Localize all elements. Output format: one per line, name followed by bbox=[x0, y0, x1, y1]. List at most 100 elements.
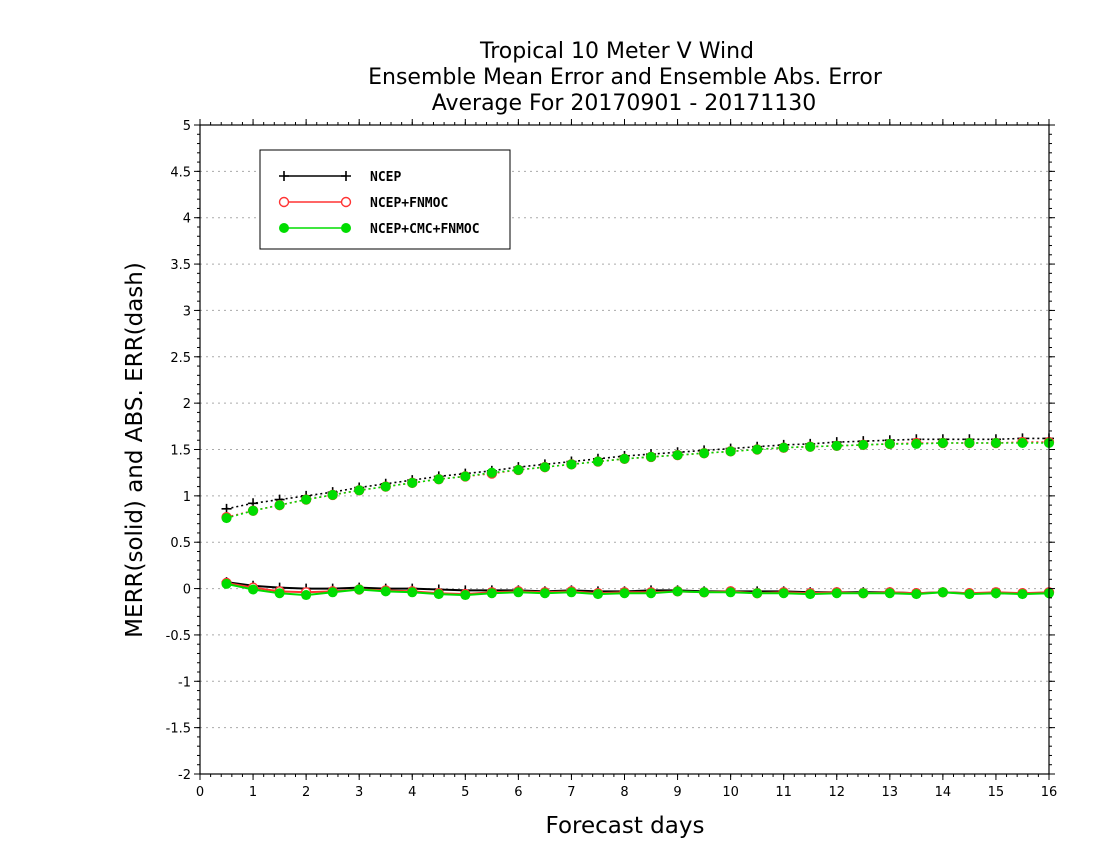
y-axis-ticks: 5 4.5 4 3.5 3 2.5 2 1.5 1 0.5 0 -0.5 -1 -1.5 -2 bbox=[166, 119, 1055, 783]
data-point-ncep-cmc-fnmoc-abs_err-22 bbox=[805, 441, 816, 452]
data-point-ncep-cmc-fnmoc-merr-20 bbox=[752, 588, 763, 599]
y-tick-label-1: 4.5 bbox=[170, 165, 191, 180]
x-tick-label-8: 8 bbox=[620, 785, 628, 800]
x-tick-label-15: 15 bbox=[988, 785, 1005, 800]
data-point-ncep-cmc-fnmoc-abs_err-14 bbox=[592, 456, 603, 467]
y-tick-label-9: 0.5 bbox=[170, 536, 191, 551]
data-point-ncep-cmc-fnmoc-abs_err-24 bbox=[858, 439, 869, 450]
data-point-ncep-cmc-fnmoc-merr-22 bbox=[805, 589, 816, 600]
data-point-ncep-cmc-fnmoc-abs_err-13 bbox=[566, 459, 577, 470]
data-point-ncep-cmc-fnmoc-abs_err-12 bbox=[539, 462, 550, 473]
x-tick-label-13: 13 bbox=[882, 785, 899, 800]
y-tick-label-10: 0 bbox=[183, 583, 191, 598]
x-tick-label-10: 10 bbox=[722, 785, 739, 800]
data-point-ncep-cmc-fnmoc-merr-4 bbox=[327, 587, 338, 598]
legend-marker-ncep-a bbox=[279, 171, 289, 181]
series-ncep-cmc-fnmoc-merr bbox=[221, 578, 1054, 601]
data-point-ncep-cmc-fnmoc-abs_err-25 bbox=[884, 438, 895, 449]
legend-marker-ncep-cmc-fnmoc-a bbox=[279, 223, 289, 233]
data-point-ncep-cmc-fnmoc-abs_err-17 bbox=[672, 450, 683, 461]
data-point-ncep-cmc-fnmoc-merr-3 bbox=[301, 590, 312, 601]
data-point-ncep-cmc-fnmoc-merr-23 bbox=[831, 588, 842, 599]
data-point-ncep-cmc-fnmoc-merr-17 bbox=[672, 586, 683, 597]
data-point-ncep-cmc-fnmoc-abs_err-15 bbox=[619, 453, 630, 464]
data-point-ncep-cmc-fnmoc-merr-30 bbox=[1017, 589, 1028, 600]
y-tick-label-11: -0.5 bbox=[166, 629, 191, 644]
data-point-ncep-cmc-fnmoc-abs_err-4 bbox=[327, 489, 338, 500]
x-tick-label-6: 6 bbox=[514, 785, 522, 800]
legend-marker-ncep-fnmoc-b bbox=[340, 196, 352, 208]
data-point-ncep-cmc-fnmoc-abs_err-11 bbox=[513, 464, 524, 475]
legend-label-ncep-cmc-fnmoc: NCEP+CMC+FNMOC bbox=[370, 222, 480, 237]
y-tick-label-8: 1 bbox=[183, 490, 191, 505]
chart-title-line-2: Ensemble Mean Error and Ensemble Abs. Er… bbox=[368, 65, 883, 90]
data-point-ncep-cmc-fnmoc-abs_err-27 bbox=[937, 438, 948, 449]
data-point-ncep-cmc-fnmoc-abs_err-19 bbox=[725, 446, 736, 457]
series-line-ncep-cmc-fnmoc-merr bbox=[226, 582, 1050, 597]
data-point-ncep-cmc-fnmoc-merr-27 bbox=[937, 587, 948, 598]
y-tick-label-7: 1.5 bbox=[170, 444, 191, 459]
data-point-ncep-cmc-fnmoc-abs_err-16 bbox=[646, 451, 657, 462]
x-tick-label-16: 16 bbox=[1041, 785, 1058, 800]
data-point-ncep-cmc-fnmoc-abs_err-21 bbox=[778, 442, 789, 453]
data-point-ncep-cmc-fnmoc-abs_err-28 bbox=[964, 438, 975, 449]
y-tick-label-6: 2 bbox=[183, 397, 191, 412]
x-tick-label-3: 3 bbox=[355, 785, 363, 800]
series-line-ncep-fnmoc-abs_err bbox=[226, 441, 1049, 518]
data-point-ncep-cmc-fnmoc-merr-19 bbox=[725, 587, 736, 598]
x-tick-label-12: 12 bbox=[828, 785, 845, 800]
data-point-ncep-cmc-fnmoc-abs_err-20 bbox=[752, 444, 763, 455]
data-point-ncep-cmc-fnmoc-abs_err-10 bbox=[486, 467, 497, 478]
data-point-ncep-cmc-fnmoc-abs_err-5 bbox=[354, 485, 365, 496]
y-tick-label-3: 3.5 bbox=[170, 258, 191, 273]
y-tick-label-14: -2 bbox=[178, 768, 191, 783]
x-tick-label-5: 5 bbox=[461, 785, 469, 800]
series-ncep-merr bbox=[221, 577, 1054, 599]
data-point-ncep-cmc-fnmoc-merr-14 bbox=[592, 589, 603, 600]
data-point-ncep-cmc-fnmoc-merr-28 bbox=[964, 589, 975, 600]
data-point-ncep-cmc-fnmoc-abs_err-23 bbox=[831, 440, 842, 451]
y-axis-label: MERR(solid) and ABS. ERR(dash) bbox=[122, 262, 148, 638]
data-point-ncep-cmc-fnmoc-abs_err-8 bbox=[433, 474, 444, 485]
series-layer bbox=[221, 433, 1055, 601]
data-point-ncep-cmc-fnmoc-abs_err-29 bbox=[990, 438, 1001, 449]
data-point-ncep-cmc-fnmoc-abs_err-7 bbox=[407, 477, 418, 488]
series-ncep-fnmoc-abs_err bbox=[221, 436, 1055, 523]
data-point-ncep-cmc-fnmoc-merr-0 bbox=[221, 578, 232, 589]
y-tick-label-0: 5 bbox=[183, 119, 191, 134]
legend-marker-ncep-cmc-fnmoc-b bbox=[341, 223, 351, 233]
data-point-ncep-cmc-fnmoc-merr-9 bbox=[460, 590, 471, 601]
y-tick-label-5: 2.5 bbox=[170, 351, 191, 366]
series-line-ncep-abs_err bbox=[226, 437, 1049, 510]
data-point-ncep-cmc-fnmoc-abs_err-30 bbox=[1017, 438, 1028, 449]
data-point-ncep-cmc-fnmoc-merr-12 bbox=[539, 588, 550, 599]
x-tick-label-1: 1 bbox=[249, 785, 257, 800]
legend-box bbox=[259, 149, 511, 250]
data-point-ncep-cmc-fnmoc-merr-16 bbox=[646, 588, 657, 599]
data-point-ncep-cmc-fnmoc-abs_err-3 bbox=[301, 494, 312, 505]
legend-label-ncep: NCEP bbox=[370, 170, 401, 185]
data-point-ncep-cmc-fnmoc-merr-11 bbox=[513, 587, 524, 598]
series-ncep-abs_err bbox=[221, 433, 1054, 514]
x-tick-label-14: 14 bbox=[935, 785, 952, 800]
x-tick-label-4: 4 bbox=[408, 785, 416, 800]
x-axis-ticks: 0 1 2 3 4 5 6 7 8 9 10 11 12 13 14 15 16 bbox=[196, 119, 1057, 800]
x-tick-label-11: 11 bbox=[775, 785, 792, 800]
data-point-ncep-cmc-fnmoc-merr-18 bbox=[699, 587, 710, 598]
data-point-ncep-cmc-fnmoc-abs_err-6 bbox=[380, 481, 391, 492]
data-point-ncep-cmc-fnmoc-merr-25 bbox=[884, 588, 895, 599]
data-point-ncep-cmc-fnmoc-merr-26 bbox=[911, 589, 922, 600]
y-tick-label-4: 3 bbox=[183, 304, 191, 319]
chart-title-line-3: Average For 20170901 - 20171130 bbox=[432, 91, 817, 116]
x-tick-label-9: 9 bbox=[673, 785, 681, 800]
data-point-ncep-cmc-fnmoc-merr-8 bbox=[433, 589, 444, 600]
grid bbox=[200, 170, 1049, 729]
series-ncep-cmc-fnmoc-abs_err bbox=[221, 438, 1054, 524]
data-point-ncep-cmc-fnmoc-merr-2 bbox=[274, 588, 285, 599]
data-point-ncep-cmc-fnmoc-merr-6 bbox=[380, 586, 391, 597]
data-point-ncep-cmc-fnmoc-merr-29 bbox=[990, 588, 1001, 599]
data-point-ncep-cmc-fnmoc-merr-13 bbox=[566, 587, 577, 598]
data-point-ncep-cmc-fnmoc-abs_err-9 bbox=[460, 471, 471, 482]
y-tick-label-12: -1 bbox=[178, 675, 191, 690]
series-line-ncep-cmc-fnmoc-abs_err bbox=[226, 442, 1049, 519]
